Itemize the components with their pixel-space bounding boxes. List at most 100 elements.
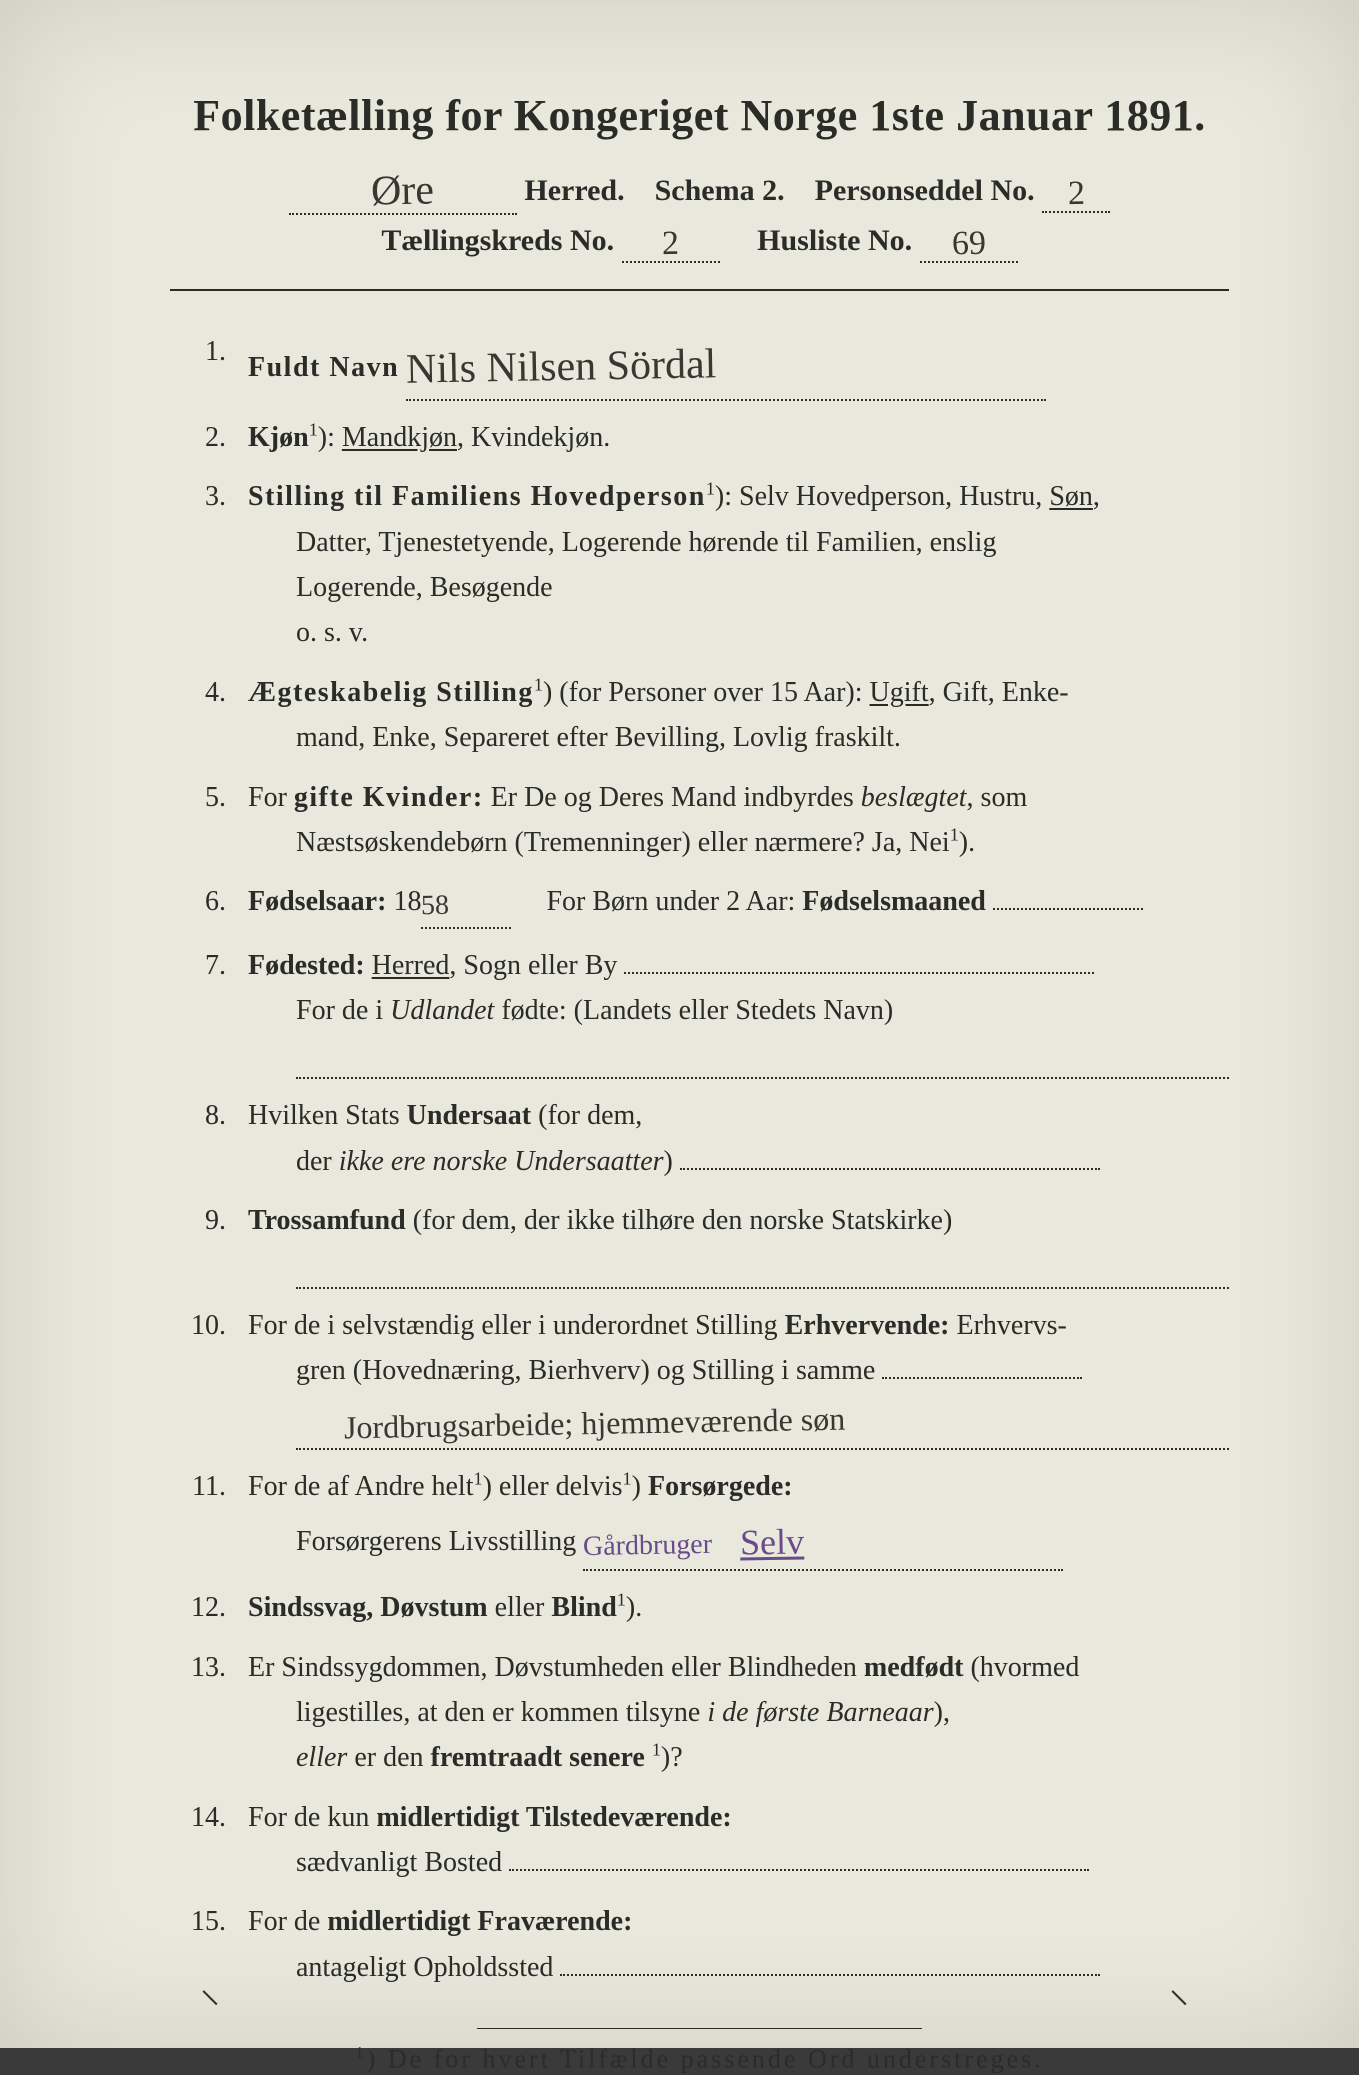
q13-cont2: eller er den fremtraadt senere 1)?: [248, 1735, 1229, 1780]
q15-bold: midlertidigt Fraværende:: [327, 1906, 632, 1937]
item-14: 14. For de kun midlertidigt Tilstedevære…: [170, 1795, 1229, 1900]
header-line-1: Øre Herred. Schema 2. Personseddel No. 2: [170, 163, 1229, 215]
q4-label: Ægteskabelig Stilling: [248, 677, 534, 708]
q10-hand: Jordbrugsarbeide; hjemmeværende søn: [344, 1393, 846, 1454]
husliste-label: Husliste No.: [757, 224, 912, 257]
q8-cont1-a: der: [296, 1146, 339, 1177]
herred-field: Øre: [289, 163, 517, 215]
item-3: 3. Stilling til Familiens Hovedperson1):…: [170, 474, 1229, 669]
q5-text: Er De og Deres Mand indbyrdes: [484, 782, 861, 813]
husliste-no-hand: 69: [951, 225, 986, 264]
q15-text-a: For de: [248, 1906, 327, 1937]
q2-label: Kjøn: [248, 422, 309, 453]
tkreds-label: Tællingskreds No.: [381, 224, 614, 257]
herred-handwriting: Øre: [371, 166, 435, 215]
husliste-no-field: 69: [920, 221, 1018, 263]
q8-cont1-b: ): [664, 1146, 673, 1177]
q11-hand-b: Selv: [740, 1512, 805, 1571]
q5-cont1: Næstsøskendebørn (Tremenninger) eller næ…: [248, 820, 1229, 865]
census-form-page: Folketælling for Kongeriget Norge 1ste J…: [0, 0, 1359, 2048]
q13-cont1-a: ligestilles, at den er kommen tilsyne: [296, 1697, 707, 1728]
q11-text-b: ) eller delvis: [483, 1471, 623, 1502]
herred-label: Herred.: [524, 174, 624, 207]
q4-underlined: Ugift: [870, 677, 929, 708]
q13-text-a: Er Sindssygdommen, Døvstumheden eller Bl…: [248, 1652, 864, 1683]
q7-cont1-a: For de i: [296, 995, 390, 1026]
q13-cont2-a: er den: [347, 1742, 430, 1773]
item-number: 2.: [170, 415, 226, 460]
item-1: 1. Fuldt Navn Nils Nilsen Sördal: [170, 329, 1229, 415]
q10-text-a: For de i selvstændig eller i underordnet…: [248, 1310, 785, 1341]
item-10: 10. For de i selvstændig eller i underor…: [170, 1303, 1229, 1464]
q12-bold-a: Sindssvag, Døvstum: [248, 1592, 488, 1623]
q2-sup: 1: [309, 420, 318, 440]
q6-mid: For Børn under 2 Aar:: [546, 886, 795, 917]
q3-sup: 1: [706, 479, 715, 499]
q10-hand-line: Jordbrugsarbeide; hjemmeværende søn: [296, 1394, 1229, 1450]
q15-cont1: antageligt Opholdssted: [248, 1945, 1229, 1990]
item-number: 12.: [170, 1585, 226, 1630]
q9-text: (for dem, der ikke tilhøre den norske St…: [406, 1205, 953, 1236]
q11-cont1: Forsørgerens Livsstilling Gårdbruger Sel…: [248, 1509, 1229, 1571]
q13-text-b: (hvormed: [963, 1652, 1079, 1683]
personseddel-no-hand: 2: [1067, 175, 1085, 213]
item-11: 11. For de af Andre helt1) eller delvis1…: [170, 1464, 1229, 1586]
q14-field: [509, 1867, 1089, 1871]
q13-cont1-ital: i de første Barneaar: [707, 1697, 933, 1728]
q3-text-a: : Selv Hovedperson, Hustru,: [724, 481, 1049, 512]
q12-tail: ).: [626, 1592, 642, 1623]
q13-cont2-sup: 1: [652, 1740, 661, 1760]
q15-cont1-text: antageligt Opholdssted: [296, 1952, 553, 1983]
page-title: Folketælling for Kongeriget Norge 1ste J…: [170, 90, 1229, 141]
item-number: 3.: [170, 474, 226, 519]
q9-blank-line: [296, 1249, 1229, 1289]
item-6: 6. Fødselsaar: 1858 For Børn under 2 Aar…: [170, 879, 1229, 942]
item-number: 9.: [170, 1198, 226, 1243]
q6-year-field: 58: [421, 879, 511, 928]
q5-ital: beslægtet: [861, 782, 967, 813]
item-4: 4. Ægteskabelig Stilling1) (for Personer…: [170, 670, 1229, 775]
q5-cont1-sup: 1: [950, 825, 959, 845]
q11-sup1: 1: [474, 1468, 483, 1488]
q10-bold: Erhvervende:: [785, 1310, 950, 1341]
q4-text-a: ) (for Personer over 15 Aar):: [543, 677, 870, 708]
q10-text-b: Erhvervs-: [949, 1310, 1066, 1341]
q13-cont2-ital: eller: [296, 1742, 347, 1773]
q4-sup: 1: [534, 675, 543, 695]
q6-year-hand: 58: [421, 883, 450, 929]
q1-label: Fuldt Navn: [248, 352, 399, 383]
question-list: 1. Fuldt Navn Nils Nilsen Sördal 2. Kjøn…: [170, 329, 1229, 2004]
schema-label: Schema 2.: [655, 174, 785, 207]
q2-underlined: Mandkjøn: [342, 422, 457, 453]
item-15: 15. For de midlertidigt Fraværende: anta…: [170, 1899, 1229, 2004]
q11-cont1-text: Forsørgerens Livsstilling: [296, 1526, 576, 1557]
q3-cont1: Datter, Tjenestetyende, Logerende hørend…: [248, 520, 1229, 565]
q8-cont1-ital: ikke ere norske Undersaatter: [339, 1146, 664, 1177]
q11-field: Gårdbruger Selv: [583, 1509, 1063, 1571]
item-5: 5. For gifte Kvinder: Er De og Deres Man…: [170, 775, 1229, 880]
item-number: 8.: [170, 1093, 226, 1138]
item-12: 12. Sindssvag, Døvstum eller Blind1).: [170, 1585, 1229, 1644]
q6-label2: Fødselsmaaned: [802, 886, 986, 917]
q15-field: [560, 1972, 1100, 1976]
footnote-sup: 1: [355, 2043, 366, 2062]
personseddel-no-field: 2: [1042, 171, 1110, 213]
footnote-text: ) De for hvert Tilfælde passende Ord und…: [367, 2045, 1044, 2074]
stray-mark-left: ⸜: [200, 1959, 220, 2014]
q7-cont1-ital: Udlandet: [390, 995, 494, 1026]
item-number: 4.: [170, 670, 226, 715]
item-9: 9. Trossamfund (for dem, der ikke tilhør…: [170, 1198, 1229, 1303]
item-number: 11.: [170, 1464, 226, 1509]
q14-bold: midlertidigt Tilstedeværende:: [376, 1802, 731, 1833]
q7-text: , Sogn eller By: [449, 950, 617, 981]
q10-cont1: gren (Hovednæring, Bierhverv) og Stillin…: [248, 1348, 1229, 1393]
item-number: 6.: [170, 879, 226, 924]
q11-bold: Forsørgede:: [648, 1471, 793, 1502]
stray-mark-right: ⸜: [1169, 1959, 1189, 2014]
item-7: 7. Fødested: Herred, Sogn eller By For d…: [170, 943, 1229, 1094]
header-line-2: Tællingskreds No. 2 Husliste No. 69: [170, 221, 1229, 263]
q12-bold-b: Blind: [551, 1592, 616, 1623]
q3-cont3: o. s. v.: [248, 610, 1229, 655]
item-number: 7.: [170, 943, 226, 988]
q11-sup2: 1: [623, 1468, 632, 1488]
